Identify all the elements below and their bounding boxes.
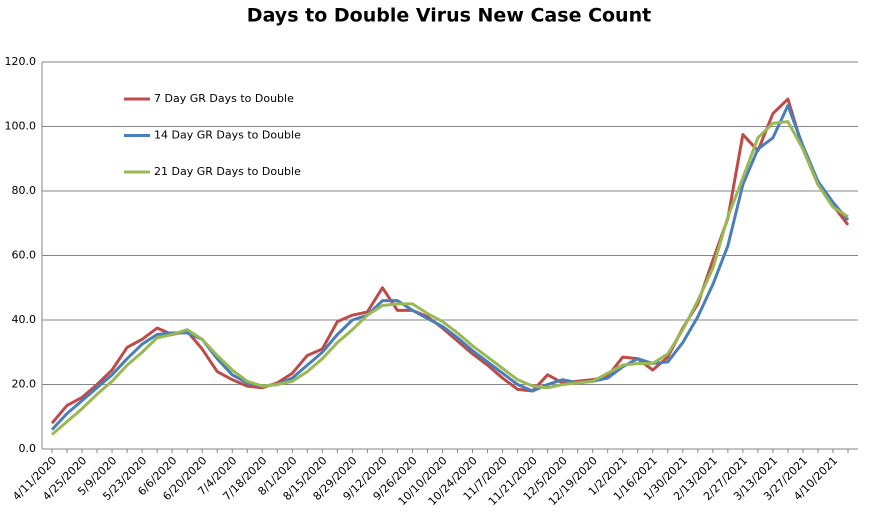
legend-label: 7 Day GR Days to Double: [154, 92, 294, 105]
series-line: [51, 120, 849, 436]
y-tick-label: 20.0: [12, 378, 37, 391]
y-tick-label: 80.0: [12, 184, 37, 197]
series-line: [50, 104, 850, 431]
y-tick-label: 60.0: [12, 249, 37, 262]
legend-label: 21 Day GR Days to Double: [154, 165, 301, 178]
y-tick-label: 100.0: [5, 120, 37, 133]
chart-title: Days to Double Virus New Case Count: [247, 5, 651, 27]
y-tick-label: 40.0: [12, 313, 37, 326]
y-tick-label: 0.0: [19, 442, 37, 455]
legend-label: 14 Day GR Days to Double: [154, 129, 301, 142]
series-line: [50, 97, 850, 425]
y-tick-label: 120.0: [5, 55, 37, 68]
